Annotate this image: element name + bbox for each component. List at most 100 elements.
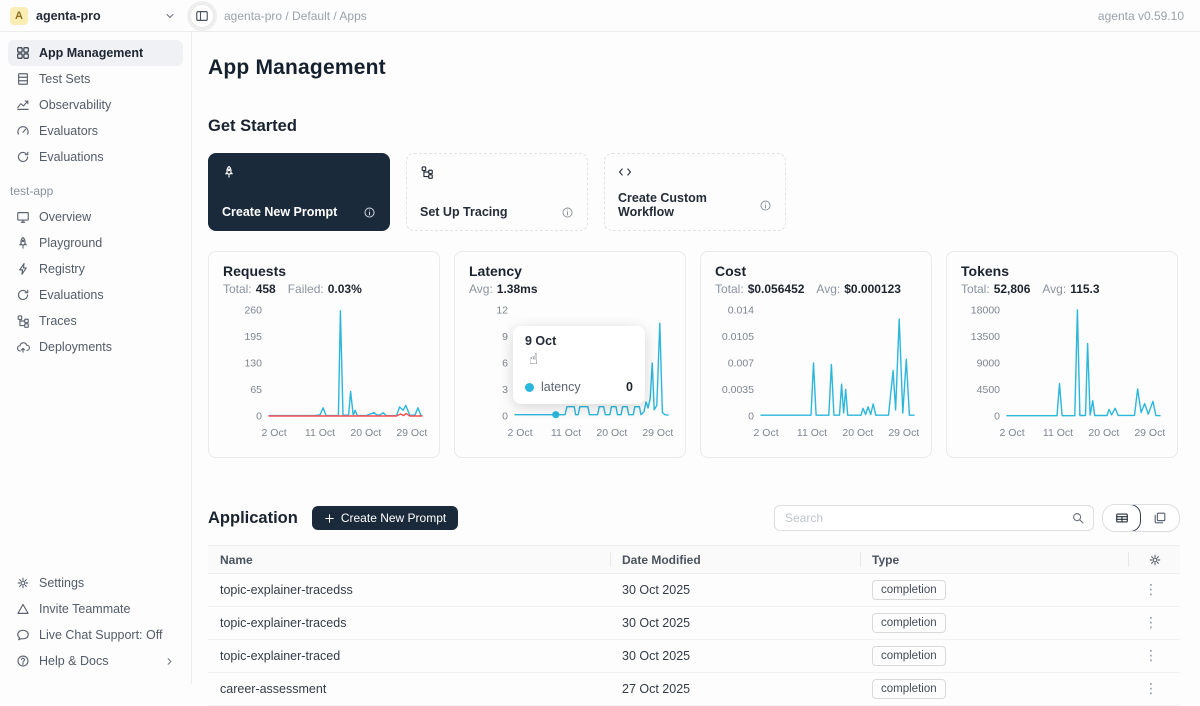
card-set-up-tracing[interactable]: Set Up Tracing: [406, 153, 588, 231]
svg-text:20 Oct: 20 Oct: [1088, 427, 1119, 439]
cloud-icon: [16, 340, 30, 354]
sidebar-item-label: Registry: [39, 262, 85, 276]
code-icon: [618, 165, 772, 179]
chart-stats: Avg:1.38ms: [469, 282, 671, 296]
sidebar-item-label: Evaluators: [39, 124, 98, 138]
create-new-prompt-button[interactable]: Create New Prompt: [312, 506, 458, 530]
view-toggle: [1102, 504, 1180, 532]
sidebar-item-label: Help & Docs: [39, 654, 108, 668]
hand-cursor-icon: ☝: [529, 350, 538, 368]
sidebar-item-help-docs[interactable]: Help & Docs: [8, 648, 183, 674]
svg-text:6: 6: [502, 358, 508, 370]
app-name: topic-explainer-tracedss: [208, 583, 610, 597]
sidebar-item-label: Evaluations: [39, 150, 104, 164]
sidebar-item-evaluations[interactable]: Evaluations: [8, 282, 183, 308]
sidebar-item-deployments[interactable]: Deployments: [8, 334, 183, 360]
invite-icon: [16, 602, 30, 616]
app-date-modified: 27 Oct 2025: [610, 682, 860, 696]
row-actions-menu[interactable]: ⋮: [1128, 582, 1180, 598]
svg-text:20 Oct: 20 Oct: [350, 427, 381, 439]
column-header-date-modified: Date Modified: [610, 546, 860, 573]
card-label: Create New Prompt: [222, 205, 337, 219]
tooltip-series-value: 0: [626, 380, 633, 394]
stat-text: $0.000123: [844, 282, 901, 296]
sidebar-item-app-management[interactable]: App Management: [8, 40, 183, 66]
info-icon[interactable]: [759, 199, 772, 212]
search-input[interactable]: [785, 511, 1071, 525]
sidebar-item-overview[interactable]: Overview: [8, 204, 183, 230]
table-view-button[interactable]: [1102, 504, 1141, 532]
info-icon[interactable]: [363, 206, 376, 219]
search-icon[interactable]: [1071, 511, 1085, 525]
column-header-type: Type: [860, 546, 1128, 573]
table-settings-icon[interactable]: [1148, 553, 1162, 567]
row-actions-menu[interactable]: ⋮: [1128, 615, 1180, 631]
sidebar-item-evaluations[interactable]: Evaluations: [8, 144, 183, 170]
svg-text:12: 12: [496, 305, 508, 317]
test-sets-icon: [16, 72, 30, 86]
get-started-heading: Get Started: [208, 117, 1180, 136]
sidebar-item-invite-teammate[interactable]: Invite Teammate: [8, 596, 183, 622]
stat-text: 115.3: [1070, 282, 1099, 296]
tooltip-series-label: latency: [541, 380, 581, 394]
sidebar-collapse-button[interactable]: [190, 4, 214, 28]
sidebar-item-playground[interactable]: Playground: [8, 230, 183, 256]
info-icon[interactable]: [561, 206, 574, 219]
card-view-button[interactable]: [1140, 505, 1179, 531]
sidebar-item-evaluators[interactable]: Evaluators: [8, 118, 183, 144]
svg-text:195: 195: [244, 331, 262, 343]
help-icon: [16, 654, 30, 668]
stat-text: 1.38ms: [497, 282, 538, 296]
sidebar-item-settings[interactable]: Settings: [8, 570, 183, 596]
card-create-custom-workflow[interactable]: Create Custom Workflow: [604, 153, 786, 231]
svg-text:260: 260: [244, 305, 262, 317]
type-badge: completion: [872, 613, 946, 633]
sidebar-item-registry[interactable]: Registry: [8, 256, 183, 282]
sidebar-item-live-chat-support-off[interactable]: Live Chat Support: Off: [8, 622, 183, 648]
table-view-icon: [1115, 511, 1129, 525]
svg-text:11 Oct: 11 Oct: [797, 427, 827, 439]
svg-text:2 Oct: 2 Oct: [508, 427, 533, 439]
traces-icon: [16, 314, 30, 328]
sidebar-item-traces[interactable]: Traces: [8, 308, 183, 334]
chevron-down-icon: [164, 10, 176, 22]
svg-text:2 Oct: 2 Oct: [1000, 427, 1025, 439]
svg-text:11 Oct: 11 Oct: [305, 427, 335, 439]
chart-title: Tokens: [961, 263, 1163, 279]
row-actions-menu[interactable]: ⋮: [1128, 648, 1180, 664]
sidebar-item-label: App Management: [39, 46, 143, 60]
page-title: App Management: [208, 56, 1180, 80]
series-dot-icon: [525, 383, 534, 392]
sidebar-item-label: Deployments: [39, 340, 112, 354]
chat-icon: [16, 628, 30, 642]
workspace-selector[interactable]: A agenta-pro: [0, 7, 186, 25]
svg-text:20 Oct: 20 Oct: [596, 427, 627, 439]
breadcrumb: agenta-pro / Default / Apps: [224, 9, 367, 23]
sidebar-item-label: Overview: [39, 210, 91, 224]
bolt-icon: [16, 262, 30, 276]
sidebar-item-observability[interactable]: Observability: [8, 92, 183, 118]
workspace-name: agenta-pro: [36, 9, 156, 23]
card-create-new-prompt[interactable]: Create New Prompt: [208, 153, 390, 231]
svg-text:0: 0: [502, 411, 508, 423]
chevron-right-icon: [164, 656, 175, 667]
traces-icon: [420, 165, 574, 179]
sidebar-item-label: Playground: [39, 236, 102, 250]
app-name: career-assessment: [208, 682, 610, 696]
monitor-icon: [16, 210, 30, 224]
row-actions-menu[interactable]: ⋮: [1128, 681, 1180, 697]
stat-text: 52,806: [994, 282, 1031, 296]
svg-text:11 Oct: 11 Oct: [551, 427, 581, 439]
sidebar-item-test-sets[interactable]: Test Sets: [8, 66, 183, 92]
svg-text:65: 65: [250, 384, 262, 396]
